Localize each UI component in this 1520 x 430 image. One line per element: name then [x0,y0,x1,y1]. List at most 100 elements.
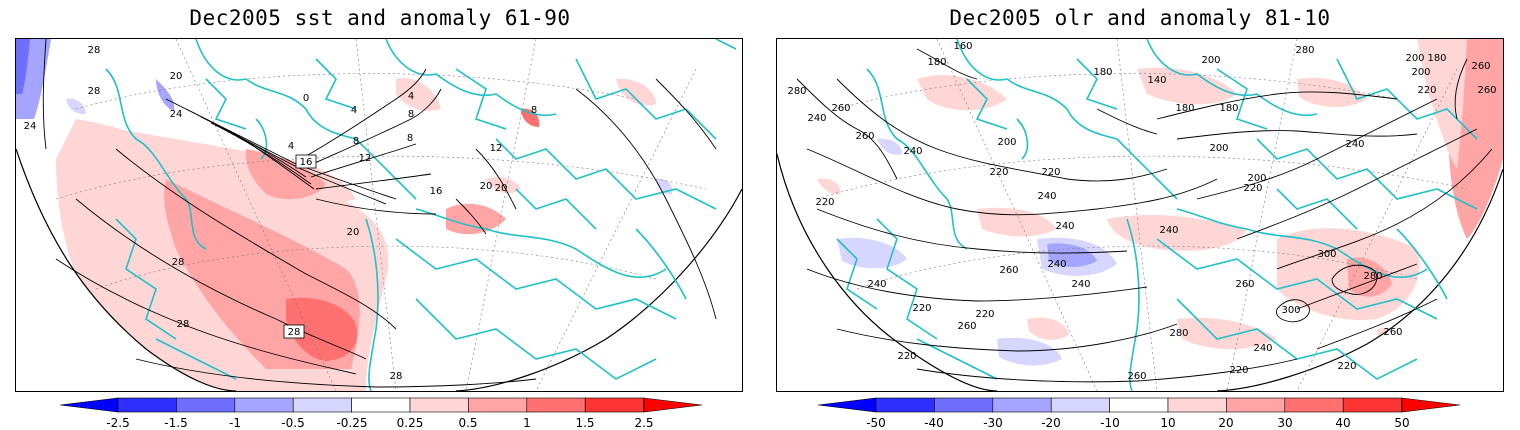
olr-contour-label: 200 [1247,173,1266,184]
olr-contour-label: 240 [1345,139,1364,150]
sst-contour-label: 8 [407,133,413,144]
sst-contour-label: 4 [351,105,357,116]
olr-contour-label: 260 [1127,371,1146,382]
olr-contour-label: 220 [1041,167,1060,178]
olr-contour-label: 200 [997,137,1016,148]
olr-colorbar-tick: 20 [1218,416,1234,430]
sst-colorbar-arrow-left [59,397,119,413]
sst-colorbar-tick: 2.5 [634,416,654,430]
sst-colorbar-tick: 0.5 [458,416,478,430]
olr-contour-label: 180 [1175,103,1194,114]
colorbar-cell [526,397,586,413]
sst-contour-label: 8 [353,136,359,147]
olr-contour-label: 220 [815,197,834,208]
olr-contour-label: 260 [1477,85,1496,96]
sst-colorbar-labels: -2.5 -1.5 -1 -0.5 -0.25 0.25 0.5 1 1.5 2… [60,416,702,430]
colorbar-cell [468,397,528,413]
olr-contour-label: 220 [897,351,916,362]
sst-contour-label: 28 [172,257,185,268]
sst-colorbar-graphic [59,397,703,413]
olr-contour-label: 260 [1471,61,1490,72]
olr-colorbar-tick: -20 [1041,416,1061,430]
olr-colorbar: -50 -40 -30 -20 -10 10 20 30 40 50 [817,396,1461,430]
olr-colorbar-arrow-right [1401,397,1461,413]
olr-colorbar-graphic [817,397,1461,413]
sst-contour-label: 24 [24,121,37,132]
olr-map-graphic: 280 260 240 260 240 220 220 200 220 240 … [777,39,1503,391]
olr-contour-label: 240 [1055,221,1074,232]
olr-colorbar-cells [875,397,1402,413]
sst-label-box-28: 28 [283,324,305,339]
olr-contour-label: 180 [1093,67,1112,78]
colorbar-cell [1050,397,1110,413]
colorbar-cell [584,397,644,413]
sst-anomaly-shading [16,39,673,391]
sst-contour-label: 20 [170,71,183,82]
olr-contour-label: 240 [1071,279,1090,290]
olr-contour-label: 240 [1047,259,1066,270]
colorbar-cell [1284,397,1344,413]
colorbar-cell [1167,397,1227,413]
sst-panel-title: Dec2005 sst and anomaly 61-90 [189,6,571,30]
olr-contour-label: 220 [975,309,994,320]
sst-map: 28 20 28 24 24 0 4 4 8 12 16 4 8 16 20 2… [15,38,743,392]
sst-contour-label: 12 [359,153,372,164]
olr-contour-label: 260 [855,131,874,142]
sst-panel: Dec2005 sst and anomaly 61-90 [15,6,743,430]
olr-contour-label: 260 [957,321,976,332]
olr-contour-label: 220 [1337,361,1356,372]
olr-contour-label: 280 [1363,271,1382,282]
olr-colorbar-labels: -50 -40 -30 -20 -10 10 20 30 40 50 [818,416,1460,430]
sst-contours [42,39,717,388]
olr-contour-label: 280 [1169,328,1188,339]
olr-colorbar-tick: 50 [1394,416,1410,430]
olr-contour-labels: 280 260 240 260 240 220 220 200 220 240 … [787,41,1496,382]
sst-colorbar-tick: -1.5 [164,416,188,430]
olr-colorbar-tick: 30 [1277,416,1293,430]
sst-contour-label: 20 [480,181,493,192]
colorbar-cell [875,397,935,413]
sst-colorbar-tick: -0.25 [336,416,368,430]
olr-contour-label: 220 [1229,365,1248,376]
sst-colorbar-tick: -2.5 [106,416,130,430]
olr-contour-label: 220 [989,167,1008,178]
sst-contour-label: 4 [408,91,414,102]
olr-contour-label: 260 [1383,327,1402,338]
olr-contour-label: 140 [1147,75,1166,86]
olr-contour-label: 240 [1159,225,1178,236]
colorbar-cell [409,397,469,413]
olr-contour-label: 240 [1253,343,1272,354]
sst-contour-label: 28 [88,45,101,56]
sst-contour-label-boxed: 16 [300,157,313,168]
olr-contour-label: 200 [1405,53,1424,64]
sst-contour-label: 24 [170,109,183,120]
olr-contour-label: 260 [999,265,1018,276]
colorbar-cell [117,397,177,413]
olr-map: 280 260 240 260 240 220 220 200 220 240 … [776,38,1504,392]
olr-panel: Dec2005 olr and anomaly 81-10 [760,0,1520,430]
olr-colorbar-tick: -40 [924,416,944,430]
colorbar-cell [351,397,411,413]
olr-contour-label: 200 [1201,55,1220,66]
sst-map-graphic: 28 20 28 24 24 0 4 4 8 12 16 4 8 16 20 2… [16,39,742,391]
olr-colorbar-tick: -10 [1100,416,1120,430]
olr-colorbar-arrow-left [817,397,877,413]
sst-contour-label: 20 [347,227,360,238]
olr-contour-label: 260 [831,103,850,114]
olr-contour-label: 240 [867,279,886,290]
sst-contour-label: 28 [88,86,101,97]
olr-panel-title: Dec2005 olr and anomaly 81-10 [949,6,1331,30]
sst-contour-label: 12 [490,143,503,154]
olr-graticule [816,39,1468,391]
olr-contour-label: 260 [1235,279,1254,290]
olr-contour-label: 180 [1219,103,1238,114]
sst-contour-label: 4 [288,141,294,152]
olr-contour-label: 280 [787,86,806,97]
olr-contour-label: 280 [1295,45,1314,56]
olr-contour-label: 180 [927,57,946,68]
colorbar-cell [1226,397,1286,413]
sst-colorbar-tick: 1 [523,416,531,430]
olr-contour-label: 200 [1411,67,1430,78]
colorbar-cell [1342,397,1402,413]
colorbar-cell [234,397,294,413]
